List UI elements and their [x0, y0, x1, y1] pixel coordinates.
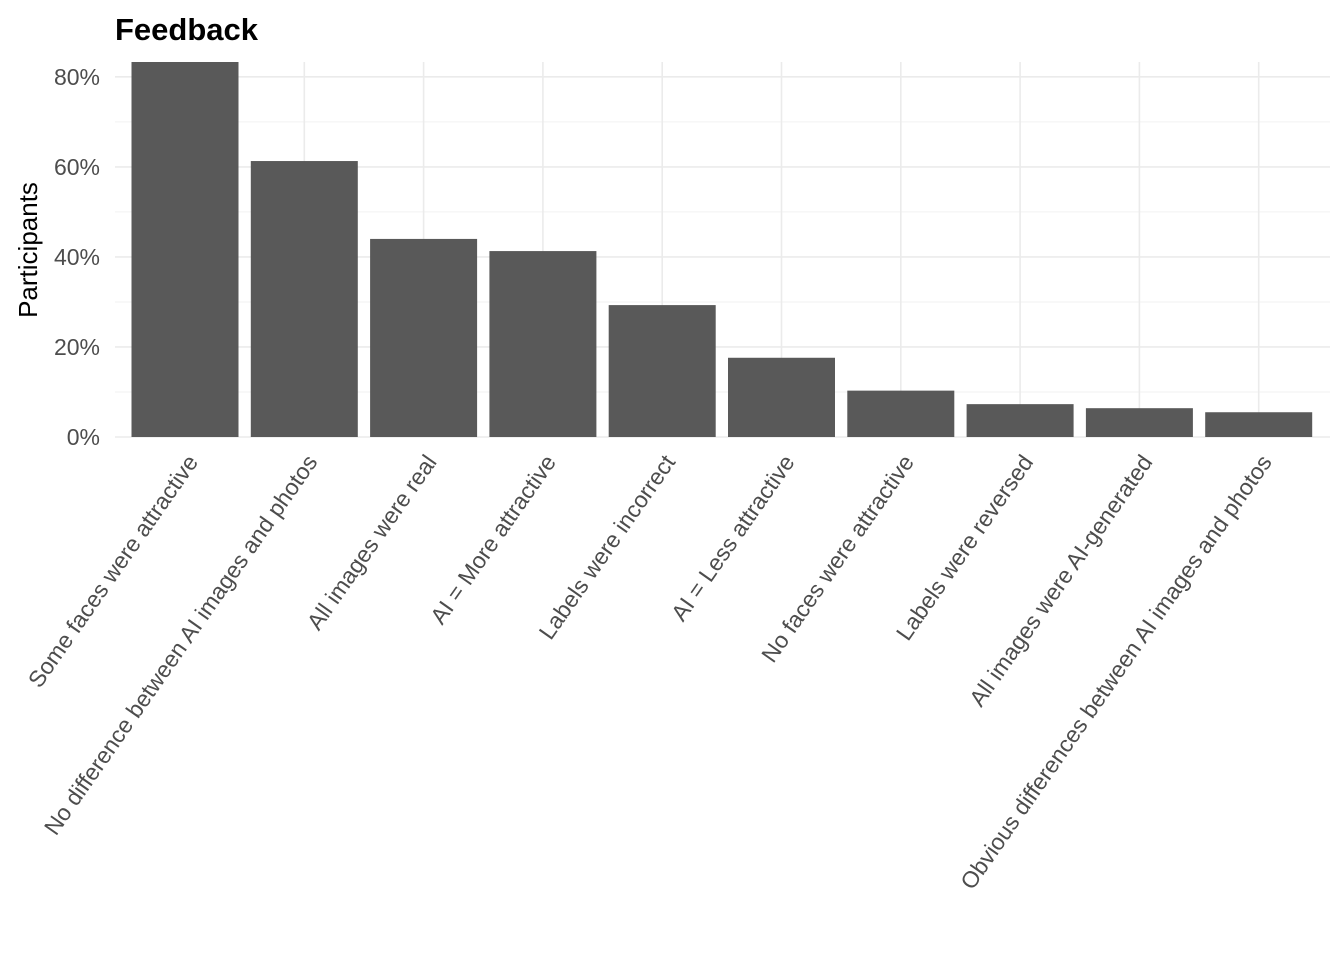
y-axis-ticks: 0% 20% 40% 60% 80%	[54, 64, 100, 450]
bar	[370, 238, 478, 437]
y-tick-label: 60%	[54, 154, 100, 180]
bar	[489, 251, 597, 437]
bar	[1085, 408, 1193, 437]
x-tick-label: Labels were incorrect	[534, 449, 681, 643]
bar	[608, 305, 716, 437]
y-tick-label: 40%	[54, 244, 100, 270]
y-axis-label: Participants	[13, 182, 43, 318]
y-tick-label: 80%	[54, 64, 100, 90]
x-tick-label: Labels were reversed	[891, 450, 1038, 645]
x-tick-label: All images were real	[302, 450, 442, 635]
y-tick-label: 0%	[67, 424, 100, 450]
y-tick-label: 20%	[54, 334, 100, 360]
x-tick-label: No difference between AI images and phot…	[39, 450, 323, 840]
chart-title: Feedback	[115, 12, 259, 47]
bar	[728, 357, 835, 437]
x-tick-label: AI = Less attractive	[666, 450, 800, 626]
bars	[131, 62, 1313, 437]
bar	[131, 62, 239, 437]
x-tick-label: AI = More attractive	[425, 450, 561, 629]
bar	[250, 161, 358, 437]
bar	[966, 404, 1074, 437]
bar	[1205, 412, 1313, 437]
bar	[847, 390, 955, 437]
